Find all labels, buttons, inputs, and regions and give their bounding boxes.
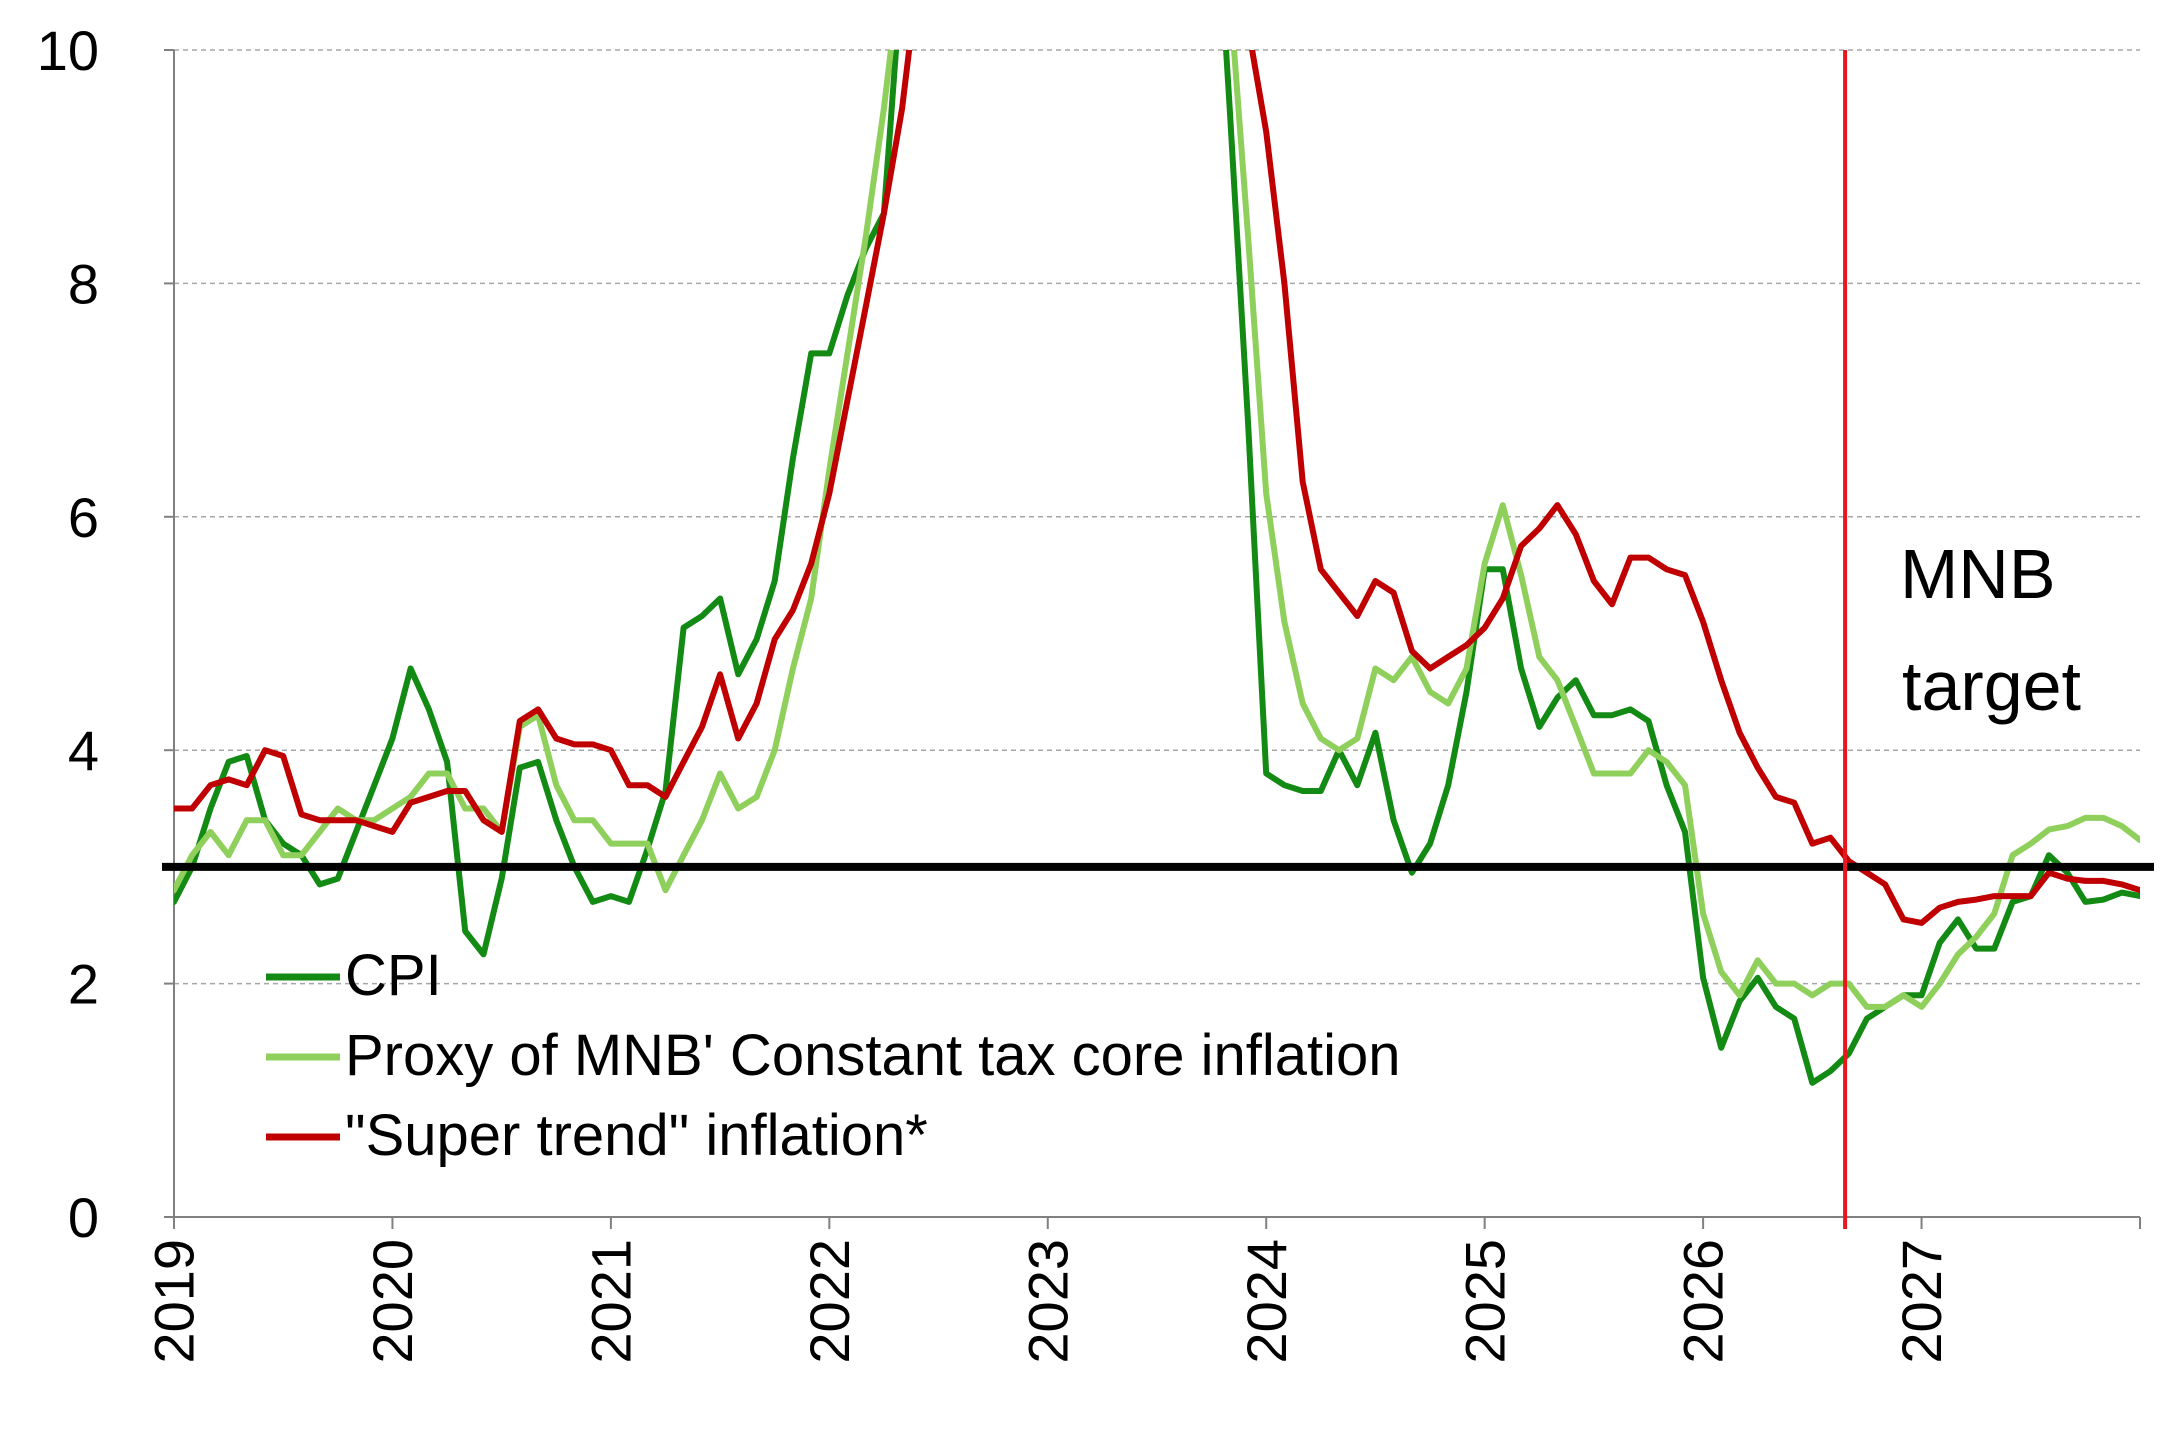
- x-tick-label: 2023: [1016, 1239, 1079, 1364]
- series-line-2: [174, 50, 2140, 1010]
- grid-lines: [174, 49, 2140, 985]
- y-tick-label: 4: [68, 719, 99, 782]
- target-label-line1: MNB: [1900, 535, 2056, 613]
- x-tick-label: 2027: [1890, 1239, 1953, 1364]
- legend-label-2: Proxy of MNB' Constant tax core inflatio…: [345, 1023, 1401, 1088]
- x-tick-label: 2025: [1453, 1239, 1516, 1364]
- target-label-line2: target: [1902, 647, 2081, 725]
- y-tick-label: 0: [68, 1186, 99, 1249]
- x-axis-ticks: 2019 2020 2021 2022 2023 2024 2025 2026 2027: [143, 1217, 2141, 1364]
- legend-label-1: CPI: [345, 943, 442, 1008]
- y-tick-label: 8: [68, 252, 99, 315]
- y-tick-label: 2: [68, 953, 99, 1016]
- x-tick-label: 2021: [579, 1239, 642, 1364]
- legend-label-3: "Super trend" inflation*: [345, 1103, 928, 1168]
- x-tick-label: 2022: [798, 1239, 861, 1364]
- x-tick-label: 2024: [1235, 1239, 1298, 1364]
- x-tick-label: 2020: [361, 1239, 424, 1364]
- legend: CPI Proxy of MNB' Constant tax core infla…: [266, 943, 1401, 1168]
- y-tick-label: 10: [37, 19, 99, 82]
- x-tick-label: 2019: [143, 1239, 206, 1364]
- x-tick-label: 2026: [1672, 1239, 1735, 1364]
- axes: [173, 50, 2140, 1218]
- y-tick-label: 6: [68, 486, 99, 549]
- series-line-1: [174, 50, 2140, 1086]
- y-axis-ticks: 0 2 4 6 8 10: [37, 19, 174, 1249]
